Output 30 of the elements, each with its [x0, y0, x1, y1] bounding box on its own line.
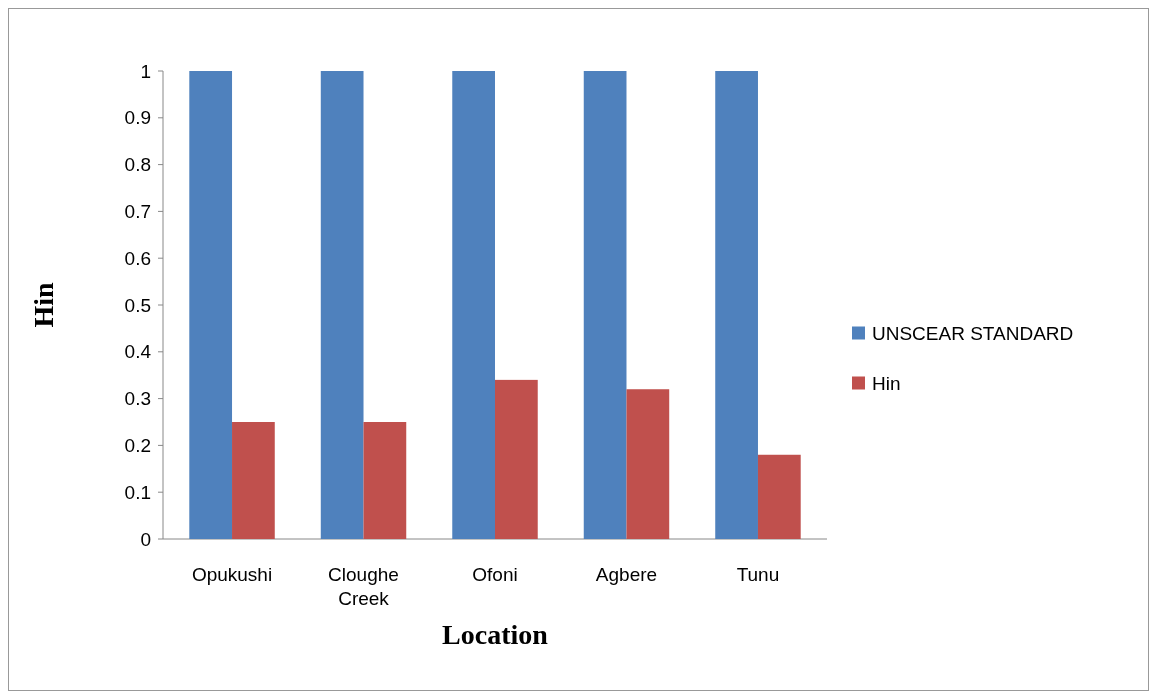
x-tick-label: Tunu: [736, 564, 780, 585]
x-tick-label: Cloughe Creek: [328, 564, 399, 609]
bar: [583, 71, 627, 539]
bar: [715, 71, 758, 539]
bar: [189, 71, 233, 539]
y-tick-label: 0.8: [124, 154, 151, 176]
bar: [757, 454, 801, 539]
y-tick-label: 0.3: [124, 388, 151, 410]
legend-label: Hin: [872, 373, 901, 395]
y-tick-label: 0.1: [124, 481, 151, 503]
y-tick-label: 0.6: [124, 247, 151, 269]
x-tick-label: Opukushi: [191, 564, 273, 585]
y-tick-label: 0.5: [124, 294, 151, 316]
bar: [495, 379, 538, 539]
bar: [452, 71, 495, 539]
x-tick-label: Ofoni: [472, 564, 518, 585]
x-axis-title: Location: [442, 619, 549, 650]
bar: [232, 422, 275, 539]
bar: [363, 422, 407, 539]
y-tick-label: 1: [140, 60, 151, 82]
y-tick-label: 0.2: [124, 435, 151, 457]
x-tick-label: Agbere: [595, 564, 658, 585]
bar: [626, 389, 670, 539]
y-tick-label: 0.9: [124, 107, 151, 129]
y-tick-label: 0.7: [124, 201, 151, 223]
legend-label: UNSCEAR STANDARD: [872, 323, 1074, 345]
y-axis-title: Hin: [28, 282, 59, 328]
bar: [320, 71, 364, 539]
y-tick-label: 0: [140, 528, 151, 550]
y-tick-label: 0.4: [124, 341, 152, 363]
